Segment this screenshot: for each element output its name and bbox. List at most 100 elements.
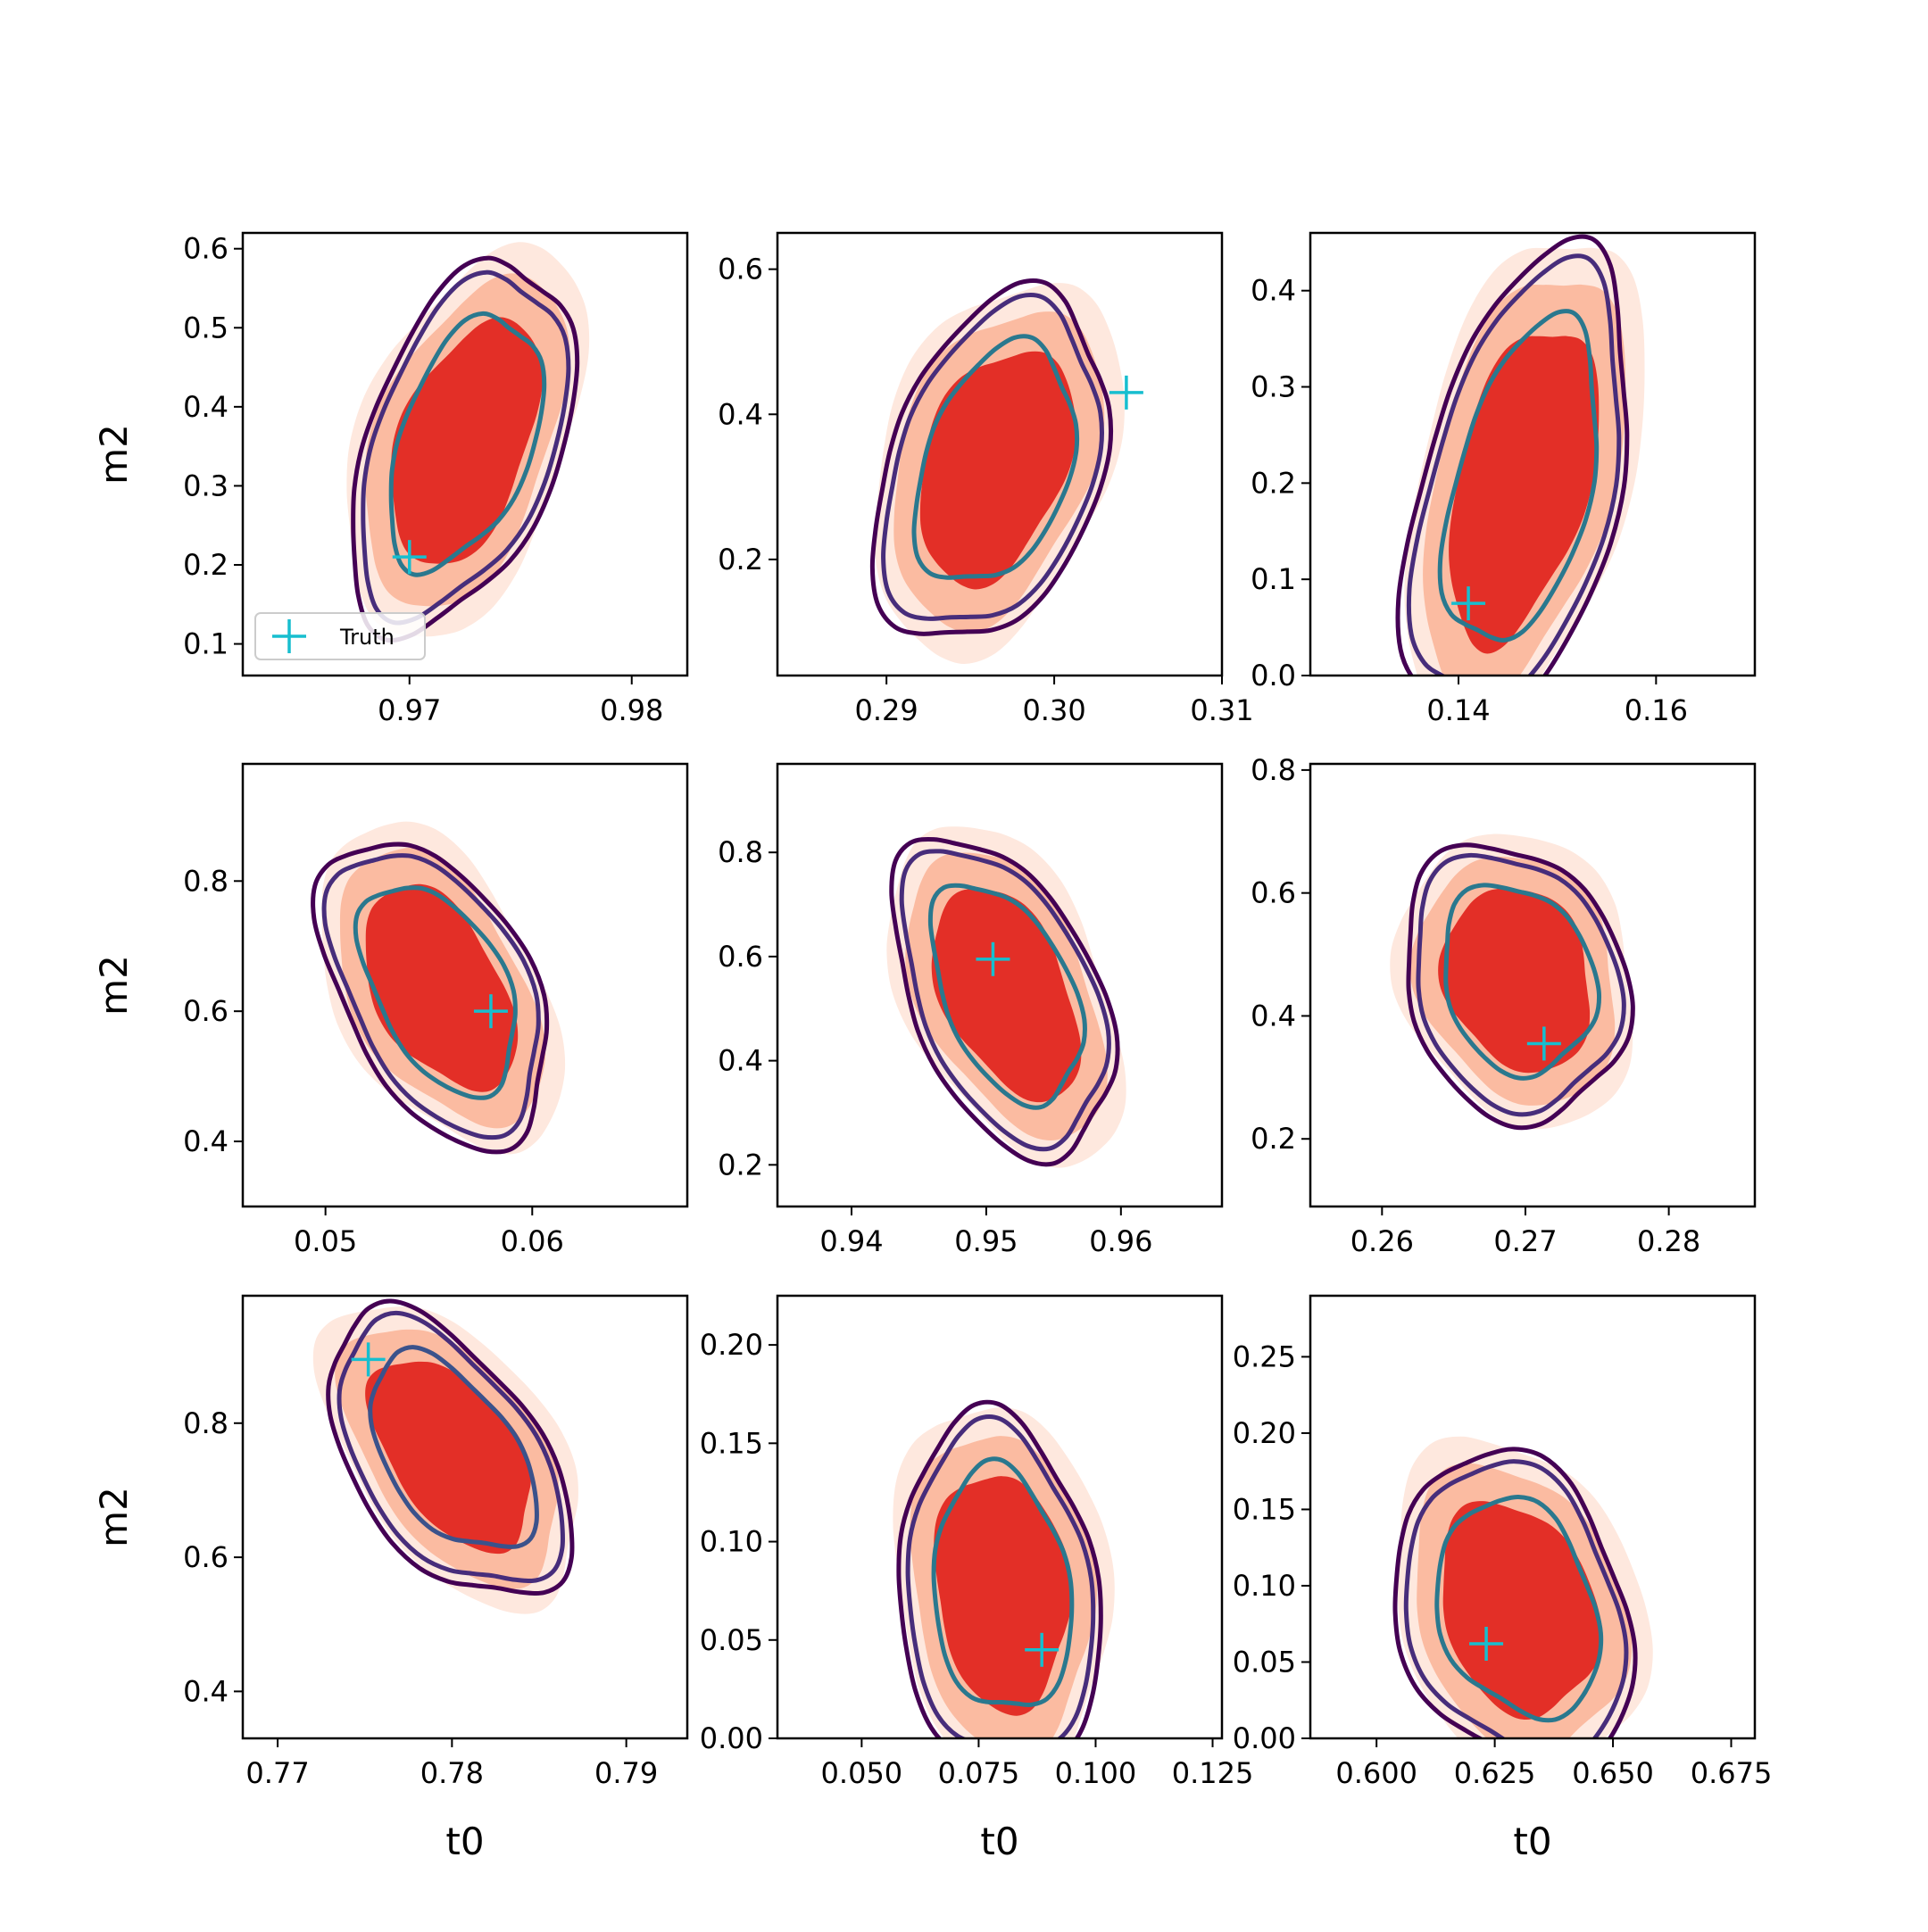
contour-line-mid xyxy=(1416,852,1626,1117)
x-tick-label: 0.650 xyxy=(1572,1756,1654,1790)
x-tick-label: 0.125 xyxy=(1172,1756,1254,1790)
x-tick-label: 0.98 xyxy=(600,693,663,727)
y-tick-label: 0.3 xyxy=(183,468,229,502)
y-tick-label: 0.15 xyxy=(1233,1492,1296,1526)
y-tick-label: 0.4 xyxy=(718,1044,763,1078)
density-fill-inner xyxy=(919,351,1076,590)
y-tick-label: 0.25 xyxy=(1233,1339,1296,1373)
contour-line-inner xyxy=(911,334,1080,580)
y-tick-label: 0.4 xyxy=(183,390,229,424)
truth-marker xyxy=(473,994,508,1029)
y-tick-label: 0.2 xyxy=(1251,466,1296,500)
axes-frame xyxy=(1309,231,1757,677)
truth-marker xyxy=(976,941,1010,976)
x-tick-label: 0.28 xyxy=(1637,1224,1700,1258)
truth-marker xyxy=(351,1342,386,1377)
subplot-r0-c1: 0.29 0.30 0.31 0.2 0.4 0.6 xyxy=(718,231,1254,727)
contour-line-outer xyxy=(896,1399,1103,1738)
x-tick-label: 0.29 xyxy=(855,693,918,727)
truth-marker xyxy=(1109,375,1143,410)
y-tick-label: 0.6 xyxy=(183,232,229,266)
y-tick-label: 0.3 xyxy=(1251,370,1296,404)
density-fill-inner xyxy=(365,1361,531,1555)
y-tick-label: 0.4 xyxy=(183,1124,229,1158)
x-axis-label: t0 xyxy=(445,1820,484,1863)
y-tick-label: 0.6 xyxy=(718,940,763,974)
legend: Truth xyxy=(254,612,426,660)
contour-line-mid xyxy=(881,293,1104,621)
contour-line-outer xyxy=(326,1298,575,1596)
subplot-r0-c0: 0.97 0.98 0.1 0.2 0.3 0.4 0.5 0.6 m2 Truth xyxy=(92,231,689,727)
y-tick-label: 0.20 xyxy=(1233,1416,1296,1450)
y-tick-label: 0.6 xyxy=(1251,876,1296,910)
contour-line-outer xyxy=(869,278,1114,636)
y-tick-label: 0.0 xyxy=(1251,659,1296,692)
y-tick-label: 0.6 xyxy=(183,994,229,1028)
x-tick-label: 0.16 xyxy=(1625,693,1688,727)
x-tick-label: 0.05 xyxy=(294,1224,357,1258)
y-tick-label: 0.10 xyxy=(700,1525,763,1559)
x-tick-label: 0.26 xyxy=(1350,1224,1414,1258)
y-axis-label: m2 xyxy=(92,955,136,1016)
y-tick-label: 0.2 xyxy=(183,548,229,582)
y-tick-label: 0.4 xyxy=(183,1674,229,1708)
axes-frame xyxy=(1309,762,1757,1208)
y-tick-label: 0.10 xyxy=(1233,1569,1296,1603)
contour-line-mid xyxy=(361,269,571,626)
x-tick-label: 0.075 xyxy=(938,1756,1020,1790)
x-tick-label: 0.96 xyxy=(1089,1224,1152,1258)
x-tick-label: 0.14 xyxy=(1426,693,1490,727)
x-tick-label: 0.600 xyxy=(1335,1756,1417,1790)
density-fill-inner xyxy=(1442,1501,1603,1721)
axes-frame xyxy=(241,1294,689,1740)
contour-line-inner xyxy=(931,1456,1075,1708)
y-tick-label: 0.2 xyxy=(1251,1122,1296,1156)
y-tick-label: 0.8 xyxy=(183,1406,229,1440)
contour-line-inner xyxy=(1443,883,1602,1081)
x-tick-label: 0.675 xyxy=(1691,1756,1773,1790)
y-tick-label: 0.4 xyxy=(718,397,763,431)
truth-marker xyxy=(1025,1632,1060,1667)
contour-line-outer xyxy=(1392,1447,1638,1738)
truth-marker xyxy=(1469,1626,1504,1661)
y-tick-label: 0.8 xyxy=(1251,753,1296,787)
x-tick-label: 0.050 xyxy=(821,1756,903,1790)
x-tick-label: 0.77 xyxy=(245,1756,309,1790)
x-tick-label: 0.06 xyxy=(501,1224,564,1258)
y-tick-label: 0.15 xyxy=(700,1426,763,1460)
x-axis-label: t0 xyxy=(980,1820,1018,1863)
x-tick-label: 0.27 xyxy=(1493,1224,1557,1258)
x-tick-label: 0.625 xyxy=(1454,1756,1536,1790)
subplot-r2-c2: 0.600 0.625 0.650 0.675 0.00 0.05 0.10 0.15 0.20… xyxy=(1233,1294,1773,1863)
x-tick-label: 0.79 xyxy=(594,1756,658,1790)
axes-frame xyxy=(776,231,1224,677)
contour-line-mid xyxy=(1406,253,1622,676)
y-tick-label: 0.2 xyxy=(718,543,763,576)
axes-frame xyxy=(241,231,689,677)
subplot-r2-c1: 0.050 0.075 0.100 0.125 0.00 0.05 0.10 0.15 0.20… xyxy=(700,1294,1254,1863)
contour-line-inner xyxy=(927,883,1087,1110)
y-tick-label: 0.05 xyxy=(1233,1645,1296,1679)
contour-line-inner xyxy=(368,1345,539,1549)
x-axis-label: t0 xyxy=(1513,1820,1551,1863)
density-fill-inner xyxy=(934,1476,1073,1716)
contour-line-outer xyxy=(1395,234,1630,676)
y-tick-label: 0.2 xyxy=(718,1148,763,1182)
density-fill-inner xyxy=(1449,336,1600,654)
axes-frame xyxy=(776,762,1224,1208)
contour-line-inner xyxy=(1437,309,1600,643)
x-tick-label: 0.97 xyxy=(378,693,441,727)
y-tick-label: 0.00 xyxy=(1233,1721,1296,1755)
y-axis-label: m2 xyxy=(92,1487,136,1547)
density-fill-inner xyxy=(931,889,1082,1103)
x-tick-label: 0.94 xyxy=(819,1224,883,1258)
density-fill-inner xyxy=(1438,888,1591,1074)
y-tick-label: 0.8 xyxy=(718,835,763,869)
subplot-r1-c0: 0.05 0.06 0.4 0.6 0.8 m2 xyxy=(92,762,689,1258)
y-tick-label: 0.1 xyxy=(183,627,229,661)
contour-line-mid xyxy=(337,1310,566,1584)
contour-line-outer xyxy=(1406,842,1635,1131)
y-tick-label: 0.5 xyxy=(183,311,229,344)
